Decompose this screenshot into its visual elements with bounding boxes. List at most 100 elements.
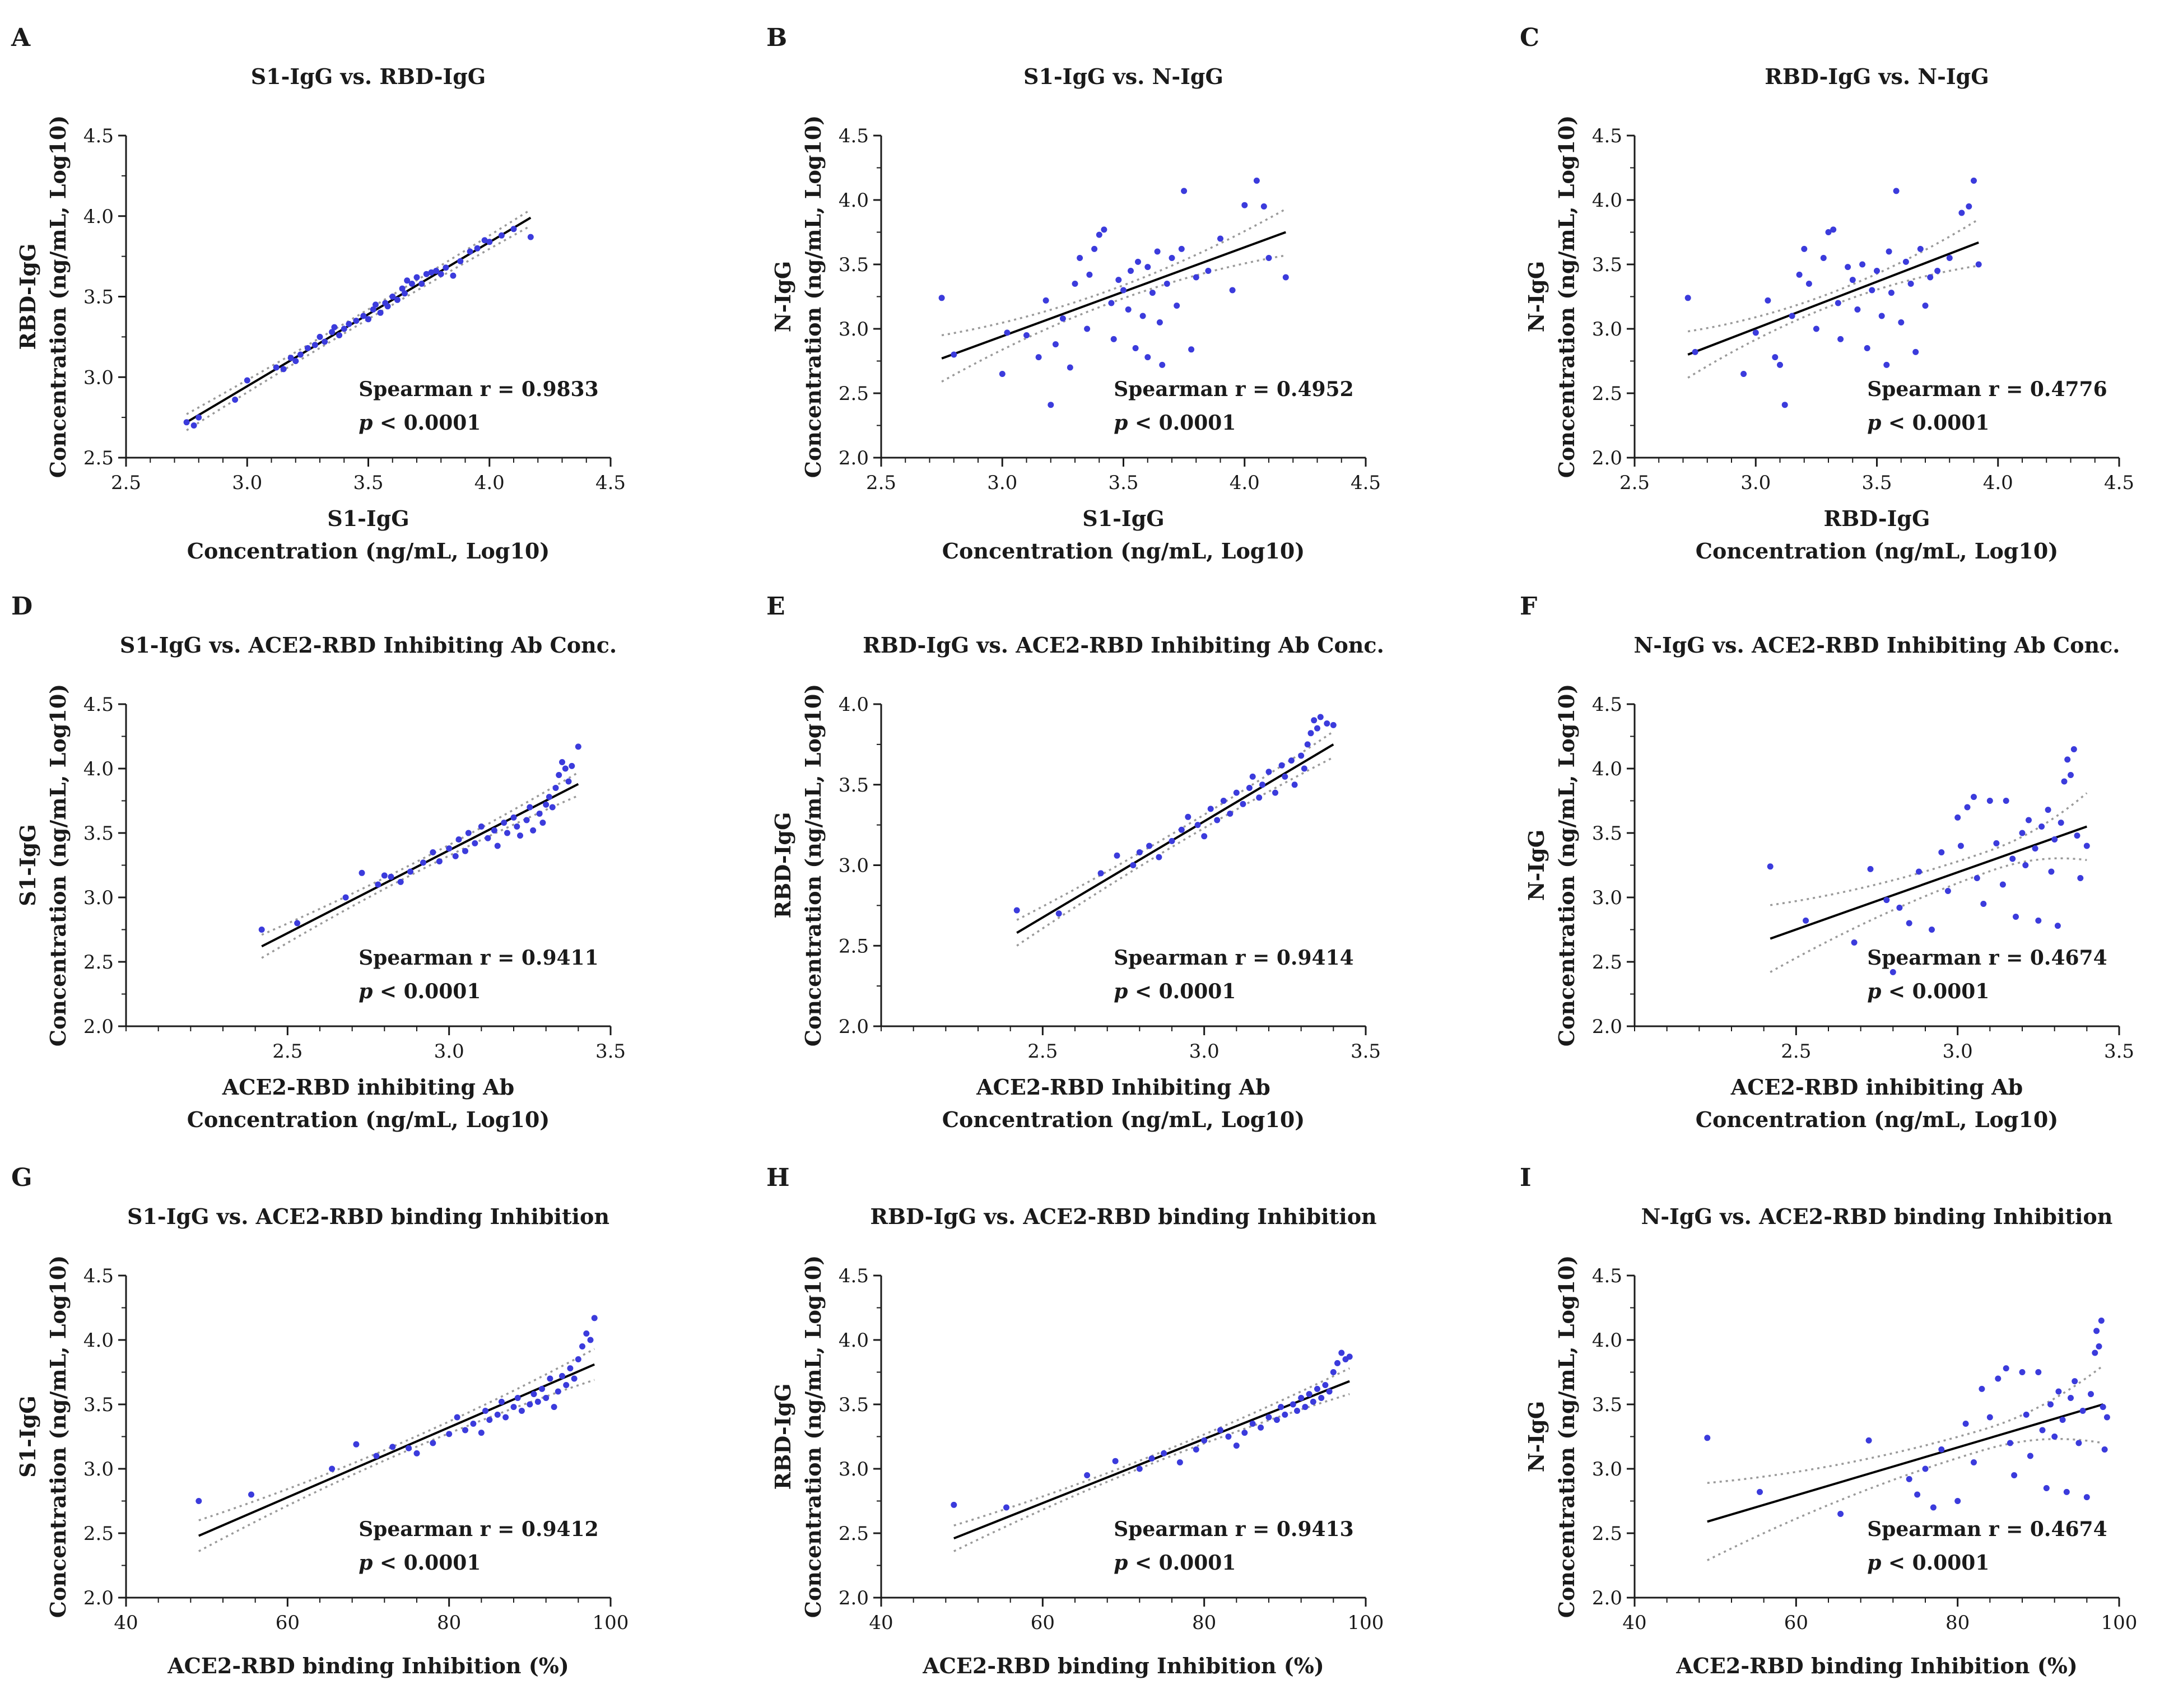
data-point	[1298, 752, 1305, 759]
data-point	[1096, 231, 1102, 238]
data-point	[1973, 875, 1980, 881]
data-point	[1207, 806, 1214, 812]
data-point	[1859, 261, 1866, 268]
data-point	[1781, 402, 1788, 408]
x-axis-title-d: ACE2-RBD inhibiting Ab	[222, 1074, 514, 1100]
data-point	[1258, 1424, 1264, 1431]
y-tick-label-f: 4.5	[1592, 694, 1622, 716]
data-point	[389, 294, 396, 300]
data-point	[478, 1430, 485, 1436]
data-point	[446, 1431, 453, 1437]
data-point	[2054, 923, 2061, 929]
x-tick-label-i: 80	[1945, 1612, 1970, 1634]
y-axis-units-i: Concentration (ng/mL, Log10)	[1554, 1255, 1579, 1618]
panel-title-g: S1-IgG vs. ACE2-RBD binding Inhibition	[127, 1204, 609, 1229]
data-point	[375, 881, 381, 888]
data-point	[2023, 1411, 2030, 1418]
x-tick-label-g: 40	[114, 1612, 138, 1634]
data-point	[1986, 798, 1993, 804]
data-point	[1246, 785, 1253, 791]
data-point	[462, 848, 468, 854]
data-point	[322, 338, 328, 345]
data-point	[1282, 274, 1289, 281]
y-tick-label-b: 3.5	[839, 254, 869, 276]
y-tick-label-f: 3.5	[1592, 822, 1622, 845]
data-point	[502, 1414, 509, 1421]
data-point	[1291, 781, 1298, 788]
data-point	[1120, 287, 1127, 294]
data-point	[485, 835, 491, 841]
data-point	[1704, 1435, 1711, 1441]
data-point	[420, 859, 426, 866]
data-point	[1954, 1498, 1961, 1504]
data-point	[2019, 830, 2026, 836]
data-point	[2013, 914, 2019, 920]
y-tick-label-a: 4.0	[83, 206, 114, 228]
data-point	[418, 281, 425, 287]
data-point	[498, 232, 505, 239]
data-point	[1801, 245, 1808, 252]
p-value-text-e: < 0.0001	[1128, 980, 1236, 1003]
data-point	[1156, 319, 1163, 325]
data-point	[1803, 917, 1809, 924]
x-tick-label-g: 80	[437, 1612, 461, 1634]
data-point	[587, 1337, 594, 1343]
x-axis-units-f: Concentration (ng/mL, Log10)	[1696, 1107, 2058, 1132]
data-point	[1334, 1360, 1341, 1366]
data-point	[1896, 904, 1903, 911]
y-tick-label-h: 4.0	[839, 1329, 869, 1352]
spearman-r-d: Spearman r = 0.9411	[359, 946, 598, 970]
data-point	[413, 274, 420, 281]
data-point	[2083, 843, 2090, 849]
x-tick-label-e: 2.5	[1027, 1040, 1058, 1063]
data-point	[1979, 1385, 1985, 1392]
data-point	[571, 1375, 578, 1382]
data-point	[2092, 1349, 2098, 1356]
data-point	[539, 820, 546, 826]
x-tick-label-i: 100	[2101, 1612, 2138, 1634]
data-point	[2039, 1427, 2046, 1434]
data-point	[273, 364, 280, 371]
data-point	[567, 1365, 574, 1372]
data-point	[316, 333, 323, 340]
data-point	[1906, 1476, 1912, 1482]
data-point	[1767, 863, 1774, 870]
y-tick-label-g: 2.0	[83, 1587, 114, 1609]
data-point	[2098, 1318, 2105, 1324]
data-point	[1851, 939, 1858, 946]
data-point	[1971, 1459, 1977, 1465]
data-point	[1112, 1458, 1119, 1464]
data-point	[1278, 1404, 1284, 1411]
data-point	[183, 419, 190, 426]
data-point	[474, 245, 481, 252]
data-point	[1825, 229, 1832, 235]
data-point	[1883, 897, 1890, 904]
data-point	[2047, 1401, 2054, 1408]
data-point	[1091, 245, 1098, 252]
data-point	[443, 264, 449, 271]
data-point	[1835, 300, 1841, 306]
data-point	[1302, 1404, 1309, 1411]
data-point	[467, 248, 473, 255]
data-point	[2101, 1446, 2108, 1453]
data-point	[1154, 248, 1161, 255]
data-point	[1169, 837, 1175, 844]
data-point	[1265, 769, 1272, 775]
data-point	[510, 1404, 517, 1411]
p-value-h: p < 0.0001	[1114, 1551, 1236, 1575]
p-value-c: p < 0.0001	[1867, 411, 1989, 435]
data-point	[1837, 336, 1844, 342]
data-point	[2003, 1365, 2009, 1372]
regression-line-f	[1770, 825, 2088, 940]
data-point	[1288, 757, 1295, 764]
panel-h: H RBD-IgG vs. ACE2-RBD binding Inhibition…	[766, 1164, 1384, 1678]
data-point	[2051, 1434, 2058, 1440]
x-tick-label-f: 3.0	[1943, 1040, 1973, 1063]
data-point	[1273, 1417, 1280, 1423]
data-point	[527, 1401, 533, 1408]
data-point	[1944, 888, 1951, 894]
x-axis-title-a: S1-IgG	[327, 506, 409, 531]
data-point	[1867, 865, 1874, 872]
y-tick-label-b: 3.0	[839, 318, 869, 341]
ci-upper-e	[1016, 730, 1334, 921]
